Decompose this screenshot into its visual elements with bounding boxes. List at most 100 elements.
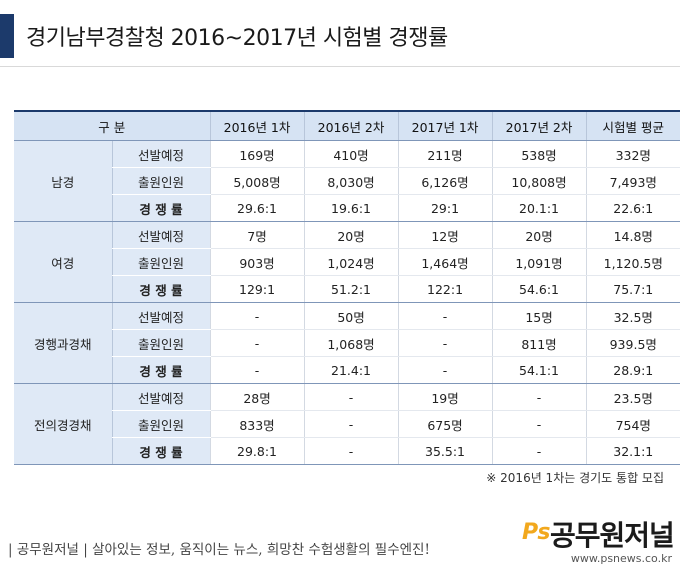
table-cell: - [209, 329, 305, 357]
table-cell: - [209, 302, 305, 330]
table-cell: 20명 [303, 221, 399, 249]
title-bar: 경기남부경찰청 2016~2017년 시험별 경쟁률 [0, 0, 680, 70]
table-cell: 21.4:1 [303, 356, 399, 384]
header-2017-2: 2017년 2차 [491, 110, 587, 141]
group-label: 여경 [14, 221, 112, 303]
table-cell: 538명 [491, 140, 587, 168]
table-cell: 29.6:1 [209, 194, 305, 222]
table-row: 전의경경채 선발예정 28명 -19명 -23.5명 [14, 383, 680, 465]
header-average: 시험별 평균 [585, 110, 680, 141]
table-cell: 19.6:1 [303, 194, 399, 222]
row-label: 선발예정 [111, 221, 211, 249]
row-label: 경 쟁 률 [111, 437, 211, 465]
table-cell: 35.5:1 [397, 437, 493, 465]
table-cell: 754명 [585, 410, 680, 438]
table-cell: 811명 [491, 329, 587, 357]
header-category: 구 분 [14, 110, 211, 141]
page-title: 경기남부경찰청 2016~2017년 시험별 경쟁률 [26, 26, 448, 51]
group-label: 남경 [14, 140, 112, 222]
site-url: www.psnews.co.kr [570, 552, 672, 565]
table-cell: 903명 [209, 248, 305, 276]
table-row: 경 쟁 률 29.6:1 19.6:1 29:1 20.1:1 22.6:1 [14, 194, 680, 222]
table-cell: 211명 [397, 140, 493, 168]
table-cell: 28명 [209, 383, 305, 411]
table-cell: 22.6:1 [585, 194, 680, 222]
row-label: 경 쟁 률 [111, 275, 211, 303]
table-cell: 7,493명 [585, 167, 680, 195]
table-row: 여경 선발예정 7명 20명 12명 20명 14.8명 [14, 221, 680, 303]
row-label: 경 쟁 률 [111, 356, 211, 384]
table-row: 출원인원 -1,068명 -811명 939.5명 [14, 329, 680, 357]
table-cell: 15명 [491, 302, 587, 330]
table-cell: - [397, 356, 493, 384]
table-cell: 1,024명 [303, 248, 399, 276]
table-cell: 54.1:1 [491, 356, 587, 384]
table-cell: - [303, 437, 399, 465]
table-cell: 32.1:1 [585, 437, 680, 465]
row-label: 선발예정 [111, 140, 211, 168]
table-cell: 169명 [209, 140, 305, 168]
table-cell: 20명 [491, 221, 587, 249]
table-cell: 14.8명 [585, 221, 680, 249]
competition-table: 구 분 2016년 1차 2016년 2차 2017년 1차 2017년 2차 … [14, 110, 680, 465]
table-cell: 75.7:1 [585, 275, 680, 303]
table-cell: 29.8:1 [209, 437, 305, 465]
table-row: 출원인원 903명 1,024명 1,464명 1,091명 1,120.5명 [14, 248, 680, 276]
table-cell: 332명 [585, 140, 680, 168]
table-cell: 410명 [303, 140, 399, 168]
table-cell: - [491, 437, 587, 465]
table-cell: 1,068명 [303, 329, 399, 357]
table-cell: 833명 [209, 410, 305, 438]
table-cell: - [491, 410, 587, 438]
header-2017-1: 2017년 1차 [397, 110, 493, 141]
table-cell: 1,091명 [491, 248, 587, 276]
table-cell: - [209, 356, 305, 384]
table-cell: 10,808명 [491, 167, 587, 195]
title-divider [0, 66, 680, 67]
footer-slogan: | 공무원저널 | 살아있는 정보, 움직이는 뉴스, 희망찬 수험생활의 필수… [8, 542, 430, 558]
table-cell: 32.5명 [585, 302, 680, 330]
logo-ps-mark: Ps [522, 520, 551, 545]
table-cell: 12명 [397, 221, 493, 249]
table-cell: - [303, 383, 399, 411]
table-row: 경 쟁 률 -21.4:1-54.1:1 28.9:1 [14, 356, 680, 384]
table-row: 남경 선발예정 169명 410명 211명 538명 332명 [14, 140, 680, 222]
table-cell: 50명 [303, 302, 399, 330]
table-row: 경행과경채 선발예정 -50명 -15명 32.5명 [14, 302, 680, 384]
table-cell: - [397, 302, 493, 330]
row-label: 출원인원 [111, 410, 211, 438]
table-cell: 19명 [397, 383, 493, 411]
table-header-row: 구 분 2016년 1차 2016년 2차 2017년 1차 2017년 2차 … [14, 110, 680, 141]
table-body: 남경 선발예정 169명 410명 211명 538명 332명 출원인원 5,008명 8,03… [14, 140, 680, 465]
table-cell: 129:1 [209, 275, 305, 303]
logo-name: 공무원저널 [550, 519, 675, 552]
title-accent-bar [0, 14, 14, 58]
row-label: 출원인원 [111, 167, 211, 195]
row-label: 출원인원 [111, 329, 211, 357]
table-cell: 51.2:1 [303, 275, 399, 303]
row-label: 선발예정 [111, 302, 211, 330]
row-label: 출원인원 [111, 248, 211, 276]
group-label: 전의경경채 [14, 383, 112, 465]
table-cell: 54.6:1 [491, 275, 587, 303]
table-cell: - [303, 410, 399, 438]
table-row: 출원인원 833명 -675명 -754명 [14, 410, 680, 438]
table-cell: 5,008명 [209, 167, 305, 195]
table-row: 출원인원 5,008명 8,030명 6,126명 10,808명 7,493명 [14, 167, 680, 195]
header-2016-2: 2016년 2차 [303, 110, 399, 141]
footnote: ※ 2016년 1차는 경기도 통합 모집 [486, 471, 664, 485]
table-row: 경 쟁 률 129:1 51.2:1 122:1 54.6:1 75.7:1 [14, 275, 680, 303]
table-cell: - [397, 329, 493, 357]
table-cell: 20.1:1 [491, 194, 587, 222]
table-cell: 28.9:1 [585, 356, 680, 384]
psnews-logo: Ps 공무원저널 www.psnews.co.kr [522, 510, 675, 565]
row-label: 선발예정 [111, 383, 211, 411]
table-cell: 1,464명 [397, 248, 493, 276]
table-cell: 6,126명 [397, 167, 493, 195]
table-cell: 122:1 [397, 275, 493, 303]
row-label: 경 쟁 률 [111, 194, 211, 222]
table-cell: - [491, 383, 587, 411]
group-label: 경행과경채 [14, 302, 112, 384]
table-cell: 29:1 [397, 194, 493, 222]
table-cell: 1,120.5명 [585, 248, 680, 276]
